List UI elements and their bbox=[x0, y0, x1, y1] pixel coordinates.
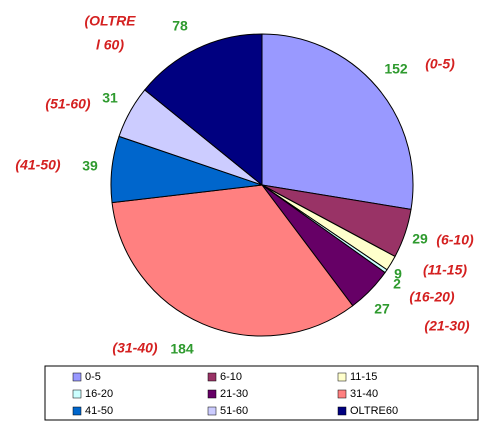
category-label: (31-40) bbox=[112, 340, 157, 356]
category-label: (21-30) bbox=[424, 318, 469, 334]
legend-swatch bbox=[207, 406, 217, 416]
value-label: 184 bbox=[170, 341, 194, 357]
value-label: 78 bbox=[172, 18, 188, 34]
legend-label: 16-20 bbox=[85, 388, 113, 400]
legend-swatch bbox=[207, 372, 217, 382]
legend-label: 21-30 bbox=[220, 388, 248, 400]
legend-swatch bbox=[337, 406, 347, 416]
value-label: 9 bbox=[394, 266, 402, 282]
legend-label: 31-40 bbox=[350, 388, 378, 400]
pie-slice bbox=[261, 33, 414, 211]
category-label: (11-15) bbox=[423, 262, 467, 278]
legend-swatch bbox=[72, 406, 82, 416]
legend-swatch bbox=[72, 372, 82, 382]
legend-swatch bbox=[337, 389, 347, 399]
value-label: 2 bbox=[393, 276, 401, 292]
legend-label: 41-50 bbox=[85, 405, 113, 417]
legend-label: 11-15 bbox=[350, 371, 377, 383]
value-label: 152 bbox=[384, 61, 408, 77]
category-label: (0-5) bbox=[425, 56, 455, 72]
value-label: 29 bbox=[412, 231, 428, 247]
legend-swatch bbox=[337, 372, 347, 382]
category-label: (51-60) bbox=[45, 96, 90, 112]
category-label: (41-50) bbox=[15, 157, 60, 173]
value-label: 31 bbox=[102, 90, 118, 106]
legend-label: 6-10 bbox=[220, 371, 242, 383]
category-label: (16-20) bbox=[409, 289, 454, 305]
legend-label: 51-60 bbox=[220, 405, 248, 417]
legend-swatch bbox=[72, 389, 82, 399]
pie-slice bbox=[144, 33, 263, 187]
legend-label: OLTRE60 bbox=[350, 405, 398, 417]
value-label: 27 bbox=[374, 301, 390, 317]
legend-swatch bbox=[207, 389, 217, 399]
category-label: (6-10) bbox=[436, 232, 474, 248]
value-label: 39 bbox=[82, 158, 98, 174]
legend-box bbox=[44, 365, 479, 421]
pie-slice bbox=[111, 184, 354, 337]
category-label: (OLTRE bbox=[84, 13, 136, 29]
category-label: l 60) bbox=[96, 37, 124, 53]
legend-label: 0-5 bbox=[85, 371, 101, 383]
